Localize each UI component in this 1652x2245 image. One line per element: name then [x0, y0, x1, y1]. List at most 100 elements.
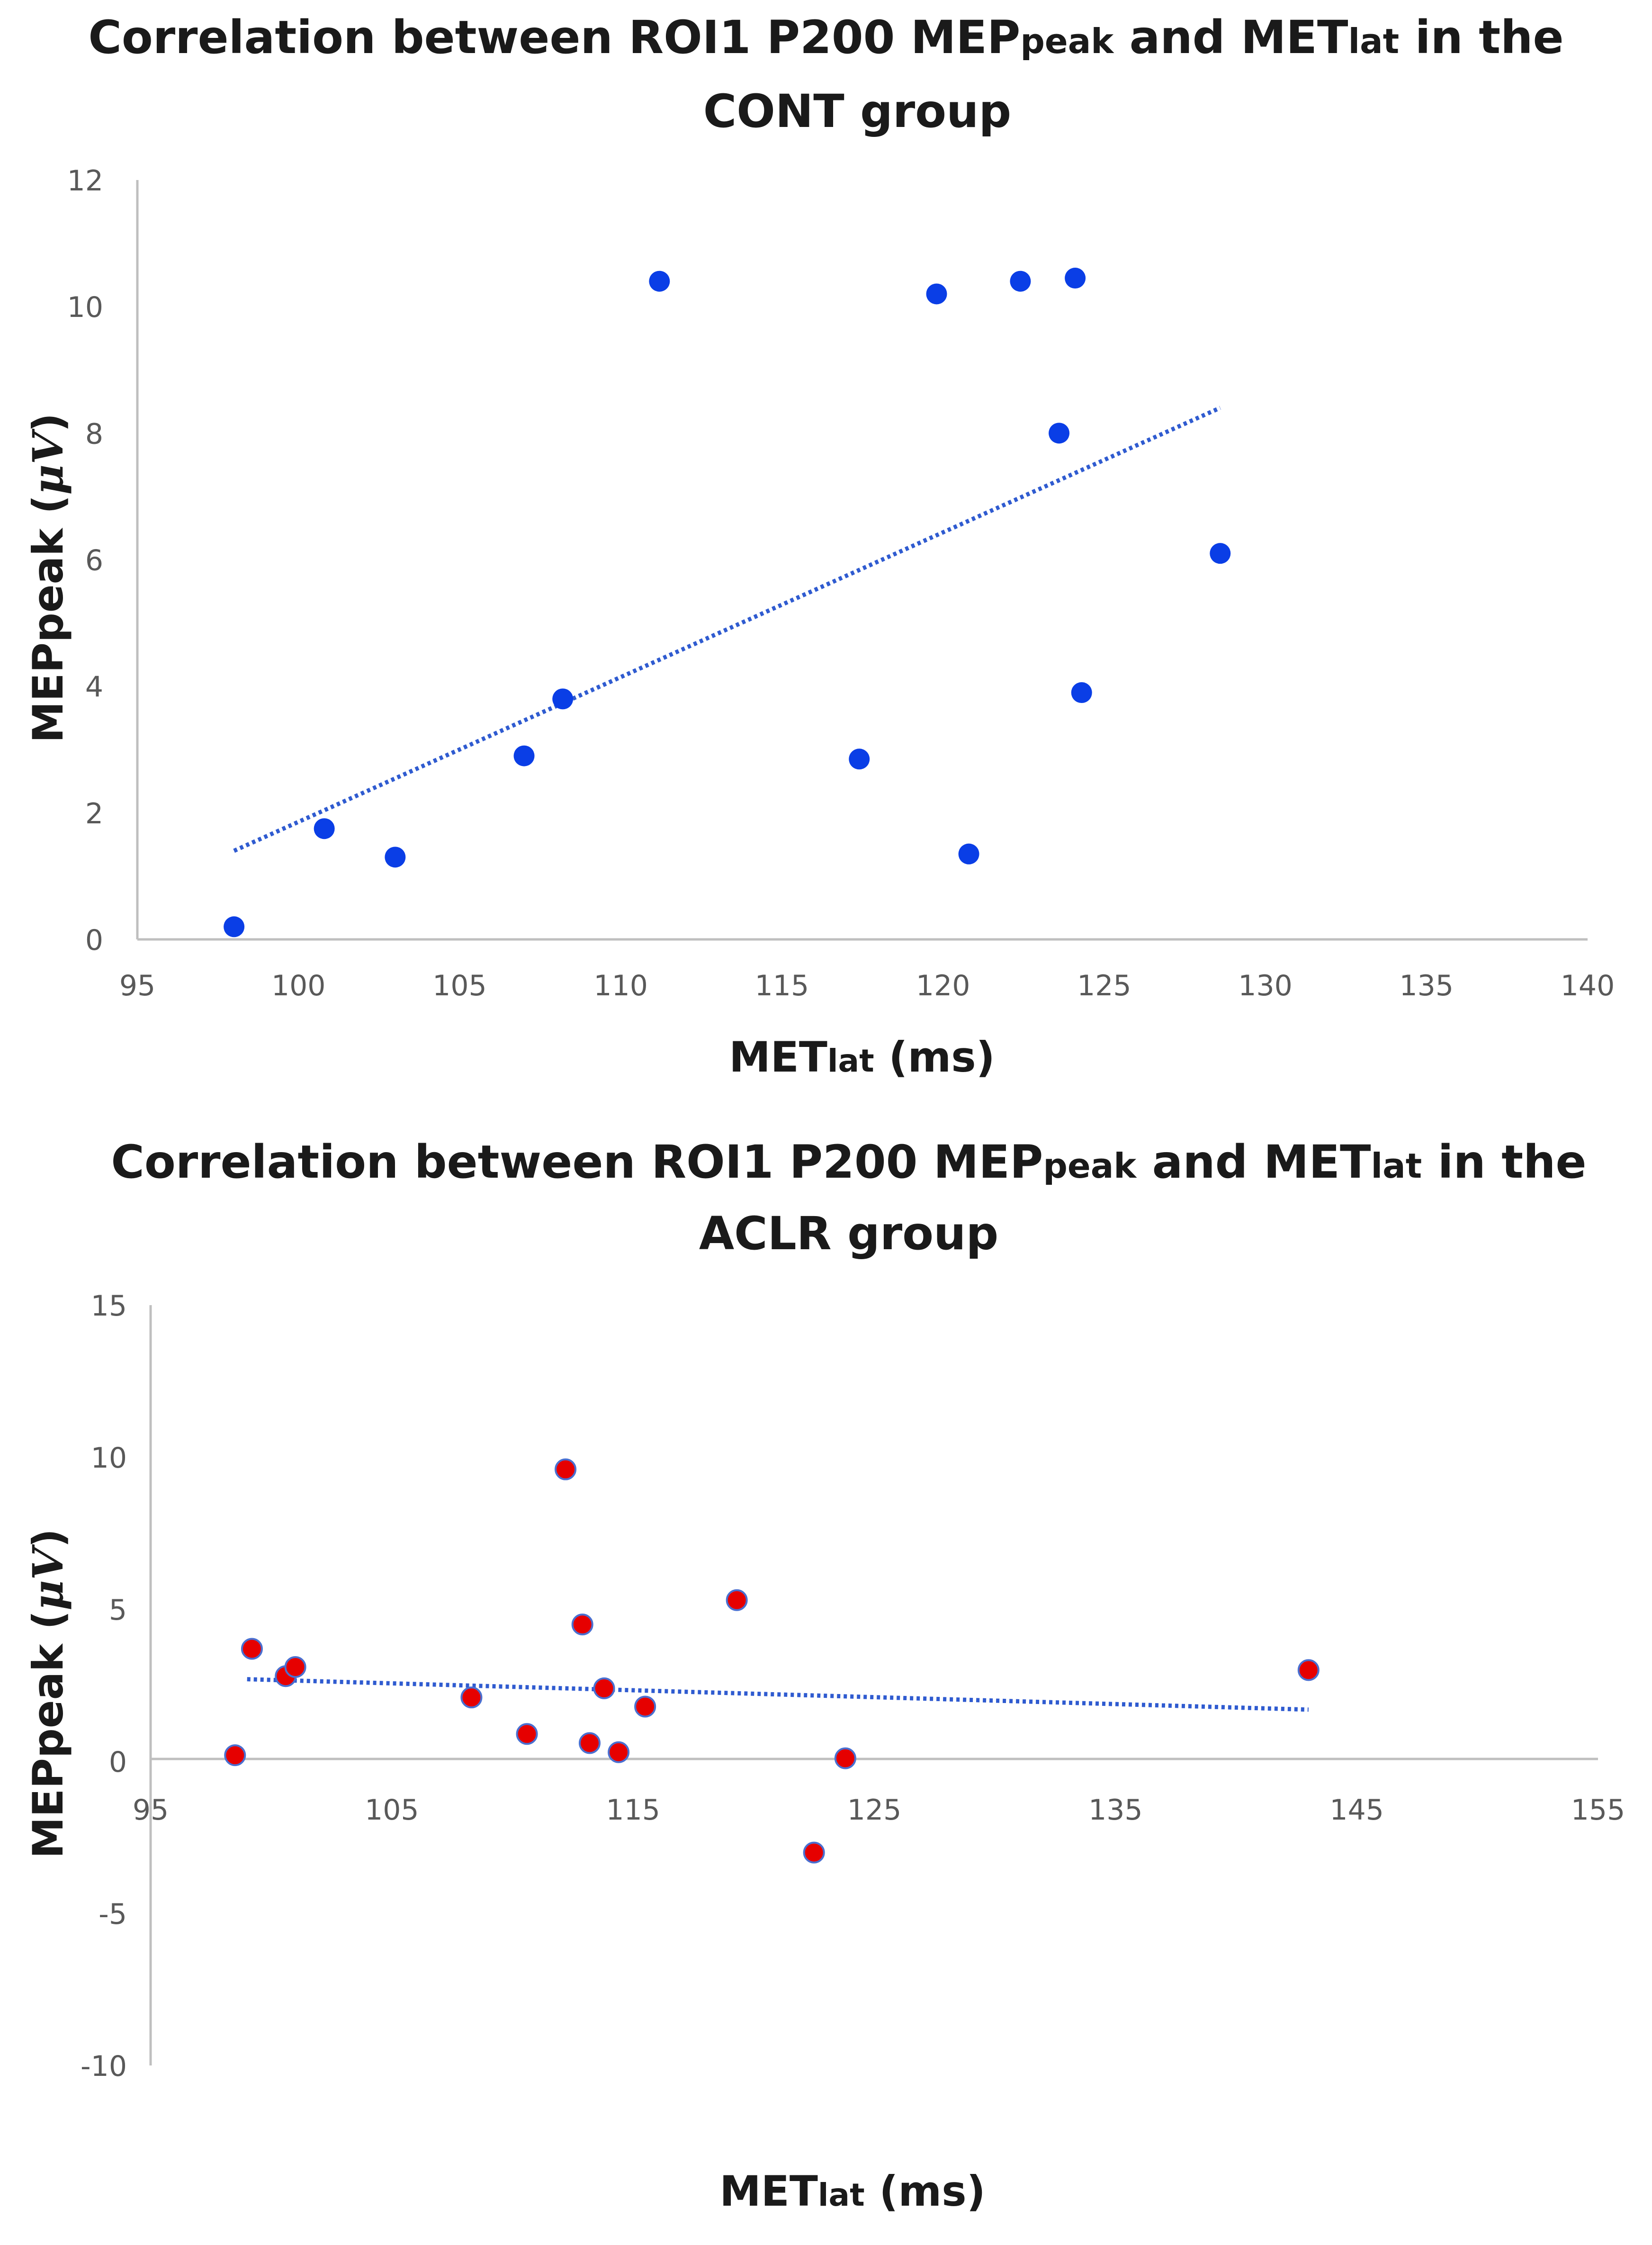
- data-point: [834, 1747, 856, 1769]
- x-tick-label: 115: [606, 1794, 660, 1827]
- y-tick-label: 12: [67, 164, 103, 198]
- x-label-main: MET: [719, 2167, 818, 2216]
- y-tick-label: 6: [85, 544, 103, 577]
- x-label-rest: (ms): [874, 1033, 995, 1082]
- y-label-main: MEPpeak (: [24, 495, 72, 743]
- title-part-b: and MET: [1113, 11, 1348, 64]
- title-sub-lat: lat: [1348, 21, 1399, 61]
- x-tick-label: 120: [916, 969, 970, 1002]
- trendline: [247, 1677, 1309, 1712]
- x-tick-label: 125: [1077, 969, 1131, 1002]
- data-point: [224, 1744, 246, 1767]
- x-axis-label: METlat (ms): [719, 2167, 986, 2216]
- data-point: [460, 1686, 483, 1709]
- data-point: [608, 1741, 630, 1763]
- y-tick-label: 15: [91, 1289, 127, 1323]
- data-point: [726, 1589, 748, 1611]
- x-tick-label: 140: [1561, 969, 1615, 1002]
- data-point: [926, 283, 947, 305]
- data-point: [634, 1695, 656, 1718]
- chart-title: Correlation between ROI1 P200 MEPpeak an…: [111, 1136, 1586, 1189]
- chart-cont-group: Correlation between ROI1 P200 MEPpeak an…: [23, 11, 1615, 1082]
- title-part-c: in the: [1399, 11, 1563, 64]
- x-tick-label: 145: [1329, 1794, 1384, 1827]
- data-point: [1210, 543, 1231, 564]
- y-tick-label: 5: [109, 1594, 127, 1627]
- x-tick-label: 110: [593, 969, 648, 1002]
- data-point: [571, 1614, 593, 1636]
- data-point: [1071, 682, 1092, 703]
- x-tick-label: 100: [271, 969, 326, 1002]
- x-tick-label: 155: [1571, 1794, 1625, 1827]
- trendline-path: [233, 406, 1221, 853]
- data-point: [1297, 1659, 1320, 1681]
- y-axis-label: MEPpeak (μV): [23, 413, 72, 743]
- title-part-b: and MET: [1136, 1136, 1371, 1189]
- data-point: [241, 1638, 263, 1660]
- y-tick-labels: 0 2 4 6 8 10 12: [67, 164, 103, 957]
- x-axis-label: METlat (ms): [729, 1033, 995, 1082]
- y-label-mu: μV: [23, 1544, 72, 1610]
- data-point: [284, 1656, 306, 1678]
- y-tick-label: 2: [85, 797, 103, 830]
- data-point: [513, 745, 535, 766]
- y-tick-label: 10: [67, 291, 103, 324]
- y-label-close: ): [24, 1529, 72, 1548]
- x-tick-label: 125: [847, 1794, 902, 1827]
- data-point: [1065, 268, 1086, 289]
- x-tick-labels: 95 105 115 125 135 145 155: [133, 1794, 1625, 1827]
- chart-title-line2: ACLR group: [699, 1207, 998, 1260]
- chart-title: Correlation between ROI1 P200 MEPpeak an…: [88, 11, 1563, 64]
- y-tick-label: 8: [85, 417, 103, 451]
- chart-aclr-group: Correlation between ROI1 P200 MEPpeak an…: [23, 1136, 1625, 2216]
- y-tick-label: 0: [109, 1746, 127, 1779]
- data-point: [314, 818, 335, 839]
- data-point: [593, 1677, 615, 1699]
- y-label-mu: μV: [23, 428, 72, 495]
- x-label-rest: (ms): [865, 2167, 986, 2216]
- y-tick-label: 10: [91, 1442, 127, 1475]
- x-label-sub: lat: [818, 2177, 865, 2213]
- data-point: [958, 843, 979, 865]
- y-tick-labels: -10 -5 0 5 10 15: [81, 1289, 127, 2083]
- data-point: [385, 847, 406, 868]
- title-sub-lat: lat: [1371, 1146, 1422, 1186]
- data-point: [555, 1458, 577, 1480]
- data-point: [552, 688, 574, 710]
- x-tick-label: 105: [365, 1794, 419, 1827]
- x-tick-labels: 95 100 105 110 115 120 125 130 135 140: [119, 969, 1615, 1002]
- y-label-main: MEPpeak (: [24, 1611, 72, 1859]
- x-tick-label: 105: [432, 969, 487, 1002]
- x-tick-label: 135: [1400, 969, 1454, 1002]
- x-label-main: MET: [729, 1033, 827, 1082]
- data-point: [1010, 270, 1031, 292]
- data-point: [578, 1732, 601, 1754]
- title-sub-peak: peak: [1020, 21, 1114, 61]
- data-point: [1049, 423, 1070, 444]
- title-sub-peak: peak: [1043, 1146, 1137, 1186]
- data-points: [224, 1458, 1320, 1864]
- data-point: [649, 270, 670, 292]
- data-points: [224, 268, 1231, 938]
- trendline-path: [247, 1677, 1309, 1712]
- title-part-a: Correlation between ROI1 P200 MEP: [111, 1136, 1043, 1189]
- x-tick-label: 115: [755, 969, 809, 1002]
- x-label-sub: lat: [827, 1043, 874, 1079]
- chart-title-line2: CONT group: [703, 85, 1011, 138]
- y-tick-label: -5: [99, 1898, 127, 1931]
- data-point: [849, 748, 870, 770]
- data-point: [803, 1841, 825, 1864]
- x-tick-label: 135: [1088, 1794, 1143, 1827]
- y-tick-label: 0: [85, 924, 103, 957]
- data-point: [516, 1723, 538, 1745]
- title-part-c: in the: [1422, 1136, 1586, 1189]
- trendline: [233, 406, 1221, 853]
- x-tick-label: 130: [1238, 969, 1293, 1002]
- y-label-close: ): [24, 413, 72, 432]
- y-tick-label: 4: [85, 671, 103, 704]
- x-tick-label: 95: [133, 1794, 169, 1827]
- title-part-a: Correlation between ROI1 P200 MEP: [88, 11, 1020, 64]
- y-axis-label: MEPpeak (μV): [23, 1529, 72, 1859]
- y-tick-label: -10: [81, 2050, 127, 2083]
